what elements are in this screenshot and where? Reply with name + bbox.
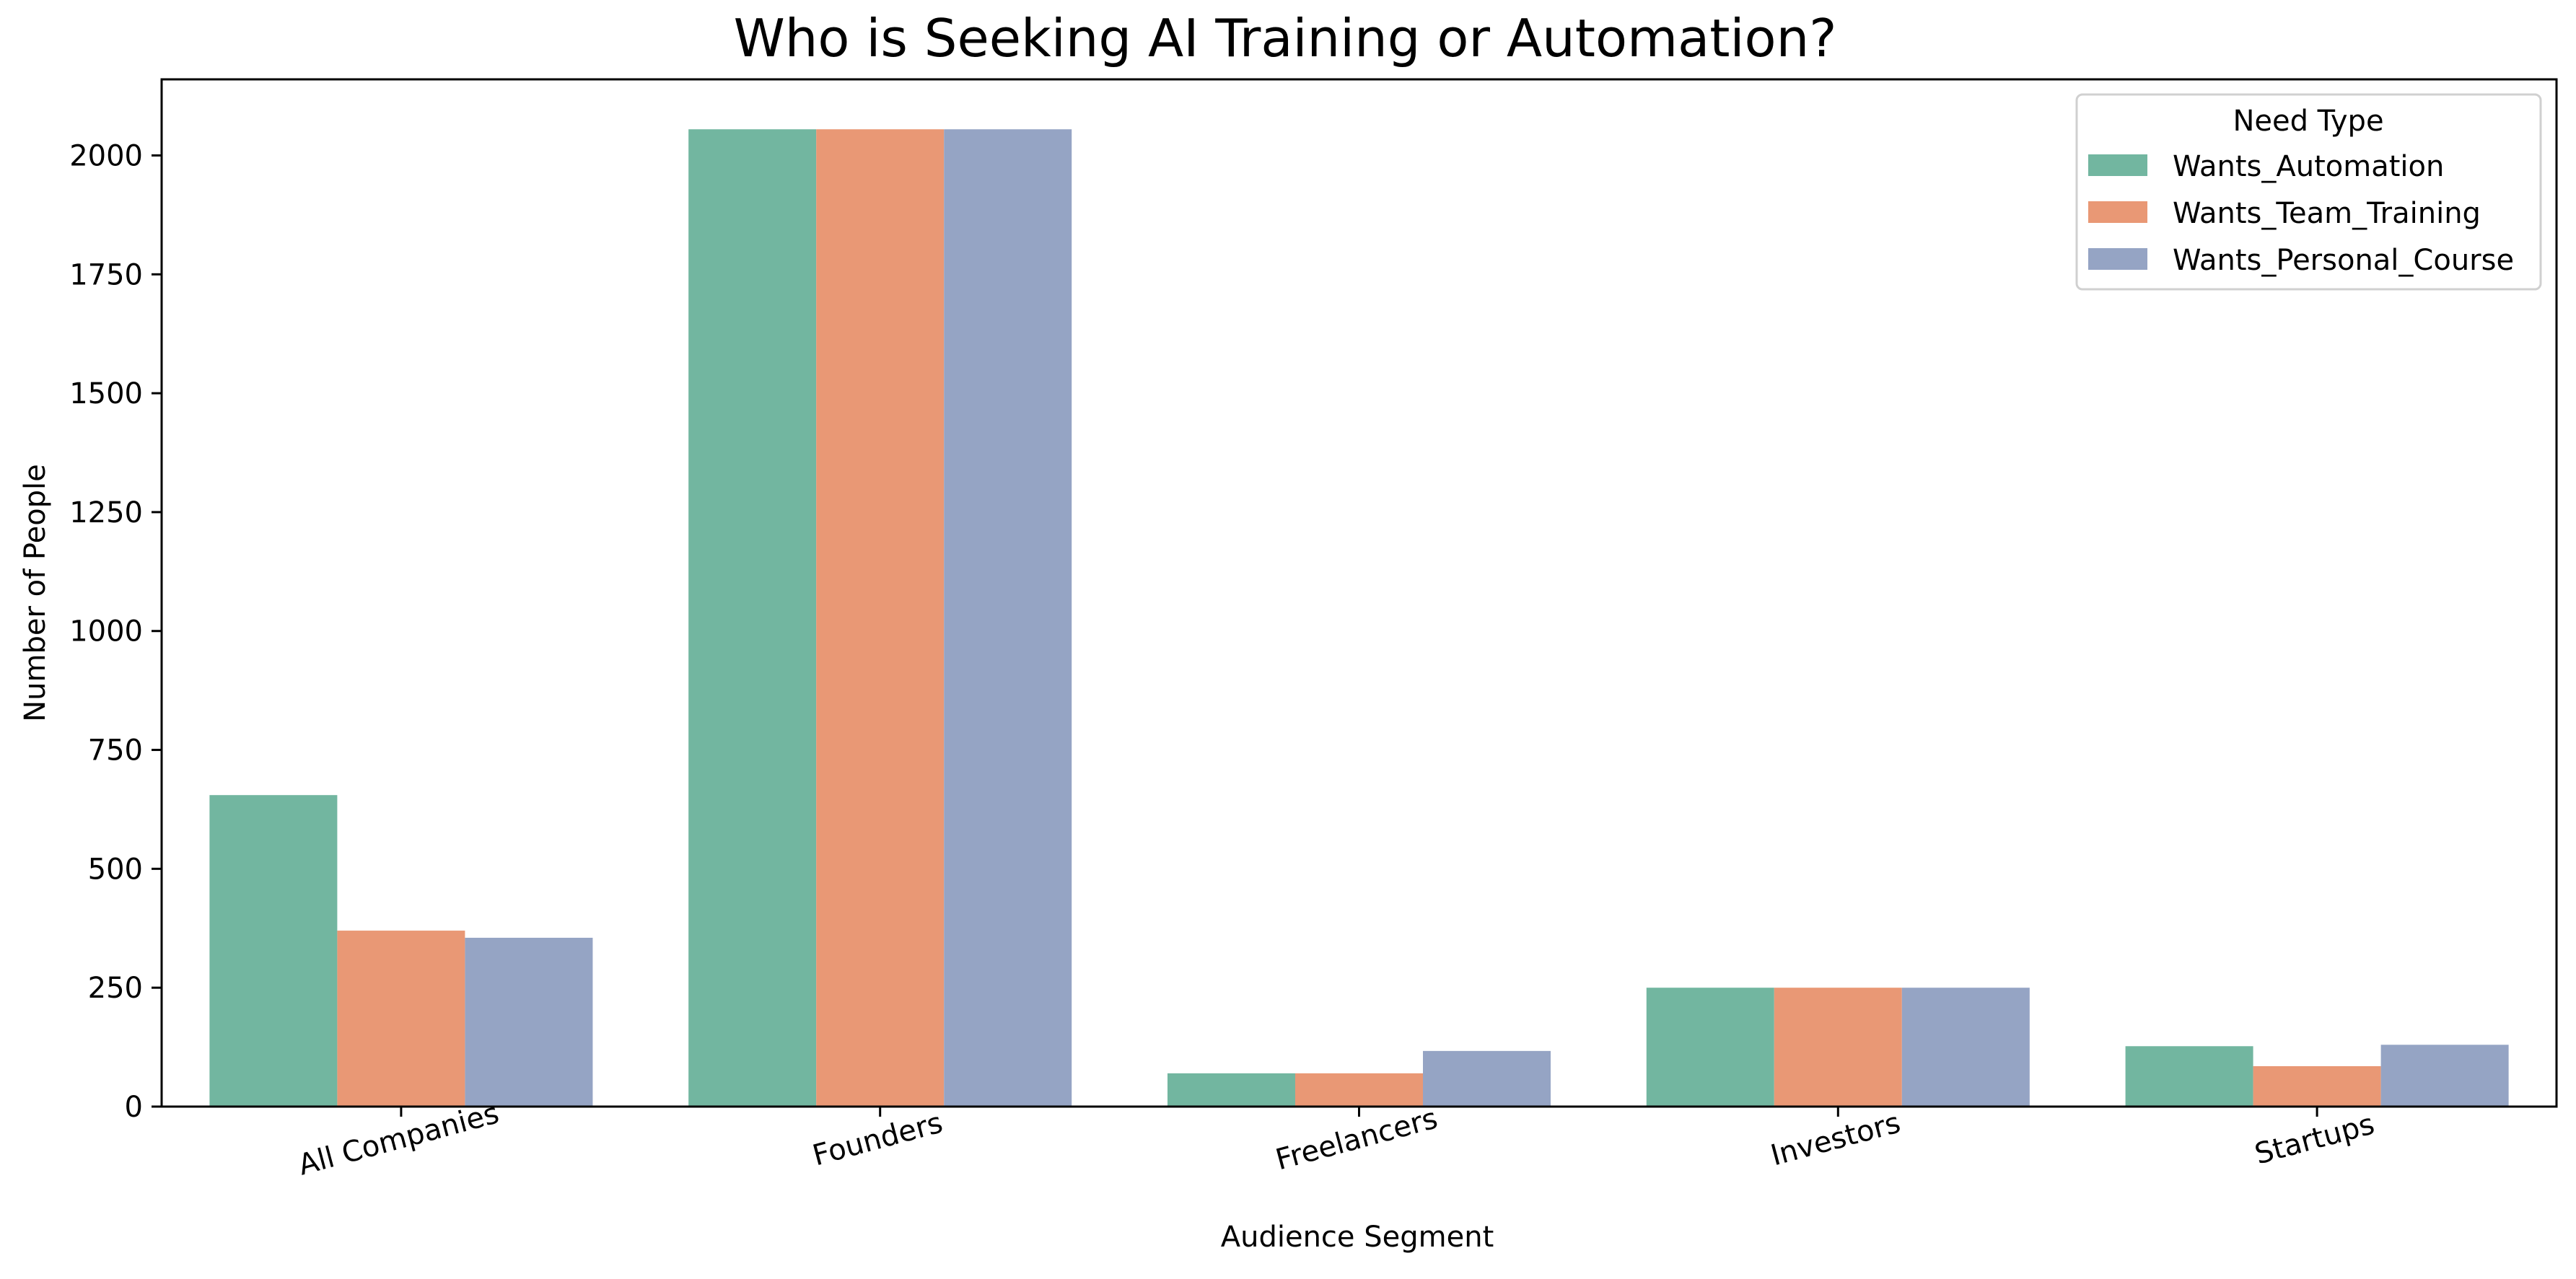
y-tick-label: 1500 (69, 377, 143, 410)
y-axis-label: Number of People (19, 464, 52, 722)
chart-title: Who is Seeking AI Training or Automation… (734, 8, 1837, 69)
bar-wants-automation-investors (1646, 988, 1774, 1107)
legend-swatch (2088, 154, 2147, 176)
y-tick-label: 1250 (69, 496, 143, 529)
legend-box (2075, 93, 2542, 291)
y-ticks-layer: 0 250 500 750 1000 1250 1500 1750 2000 (69, 139, 162, 1124)
bar-wants-team-training-investors (1774, 988, 1902, 1107)
y-tick-label: 500 (88, 853, 143, 886)
legend-items: Wants_Automation Wants_Team_Training Wants… (2088, 150, 2514, 277)
legend-label: Wants_Team_Training (2173, 197, 2481, 230)
y-tick-label: 750 (88, 734, 143, 768)
legend-swatch (2088, 201, 2147, 223)
bar-wants-team-training-startups (2253, 1065, 2381, 1107)
bar-wants-team-training-freelancers (1294, 1073, 1423, 1107)
bar-wants-personal-course-startups (2380, 1045, 2509, 1107)
x-axis-label: Audience Segment (1221, 1221, 1494, 1254)
bar-wants-personal-course-investors (1901, 988, 2030, 1107)
y-tick-label: 250 (88, 972, 143, 1005)
legend-label: Wants_Automation (2173, 150, 2444, 183)
y-tick-label: 1000 (69, 615, 143, 649)
bars-layer (209, 129, 2509, 1107)
bar-wants-personal-course-freelancers (1423, 1050, 1551, 1107)
legend-label: Wants_Personal_Course (2173, 244, 2514, 277)
legend-title: Need Type (2233, 105, 2383, 138)
plot-frame (160, 78, 2558, 1108)
bar-wants-automation-startups (2125, 1046, 2253, 1107)
bar-wants-team-training-all-companies (337, 931, 465, 1107)
bar-wants-automation-all-companies (209, 795, 338, 1107)
legend: Need Type Wants_Automation Wants_Team_Tra… (2075, 93, 2542, 291)
bar-wants-personal-course-founders (944, 129, 1072, 1107)
y-tick-label: 0 (125, 1091, 143, 1124)
bar-wants-automation-founders (688, 129, 817, 1107)
bar-wants-team-training-founders (816, 129, 945, 1107)
y-tick-label: 2000 (69, 139, 143, 172)
bar-wants-personal-course-all-companies (465, 937, 593, 1107)
y-tick-label: 1750 (69, 258, 143, 291)
bar-wants-automation-freelancers (1167, 1073, 1295, 1107)
legend-swatch (2088, 248, 2147, 270)
